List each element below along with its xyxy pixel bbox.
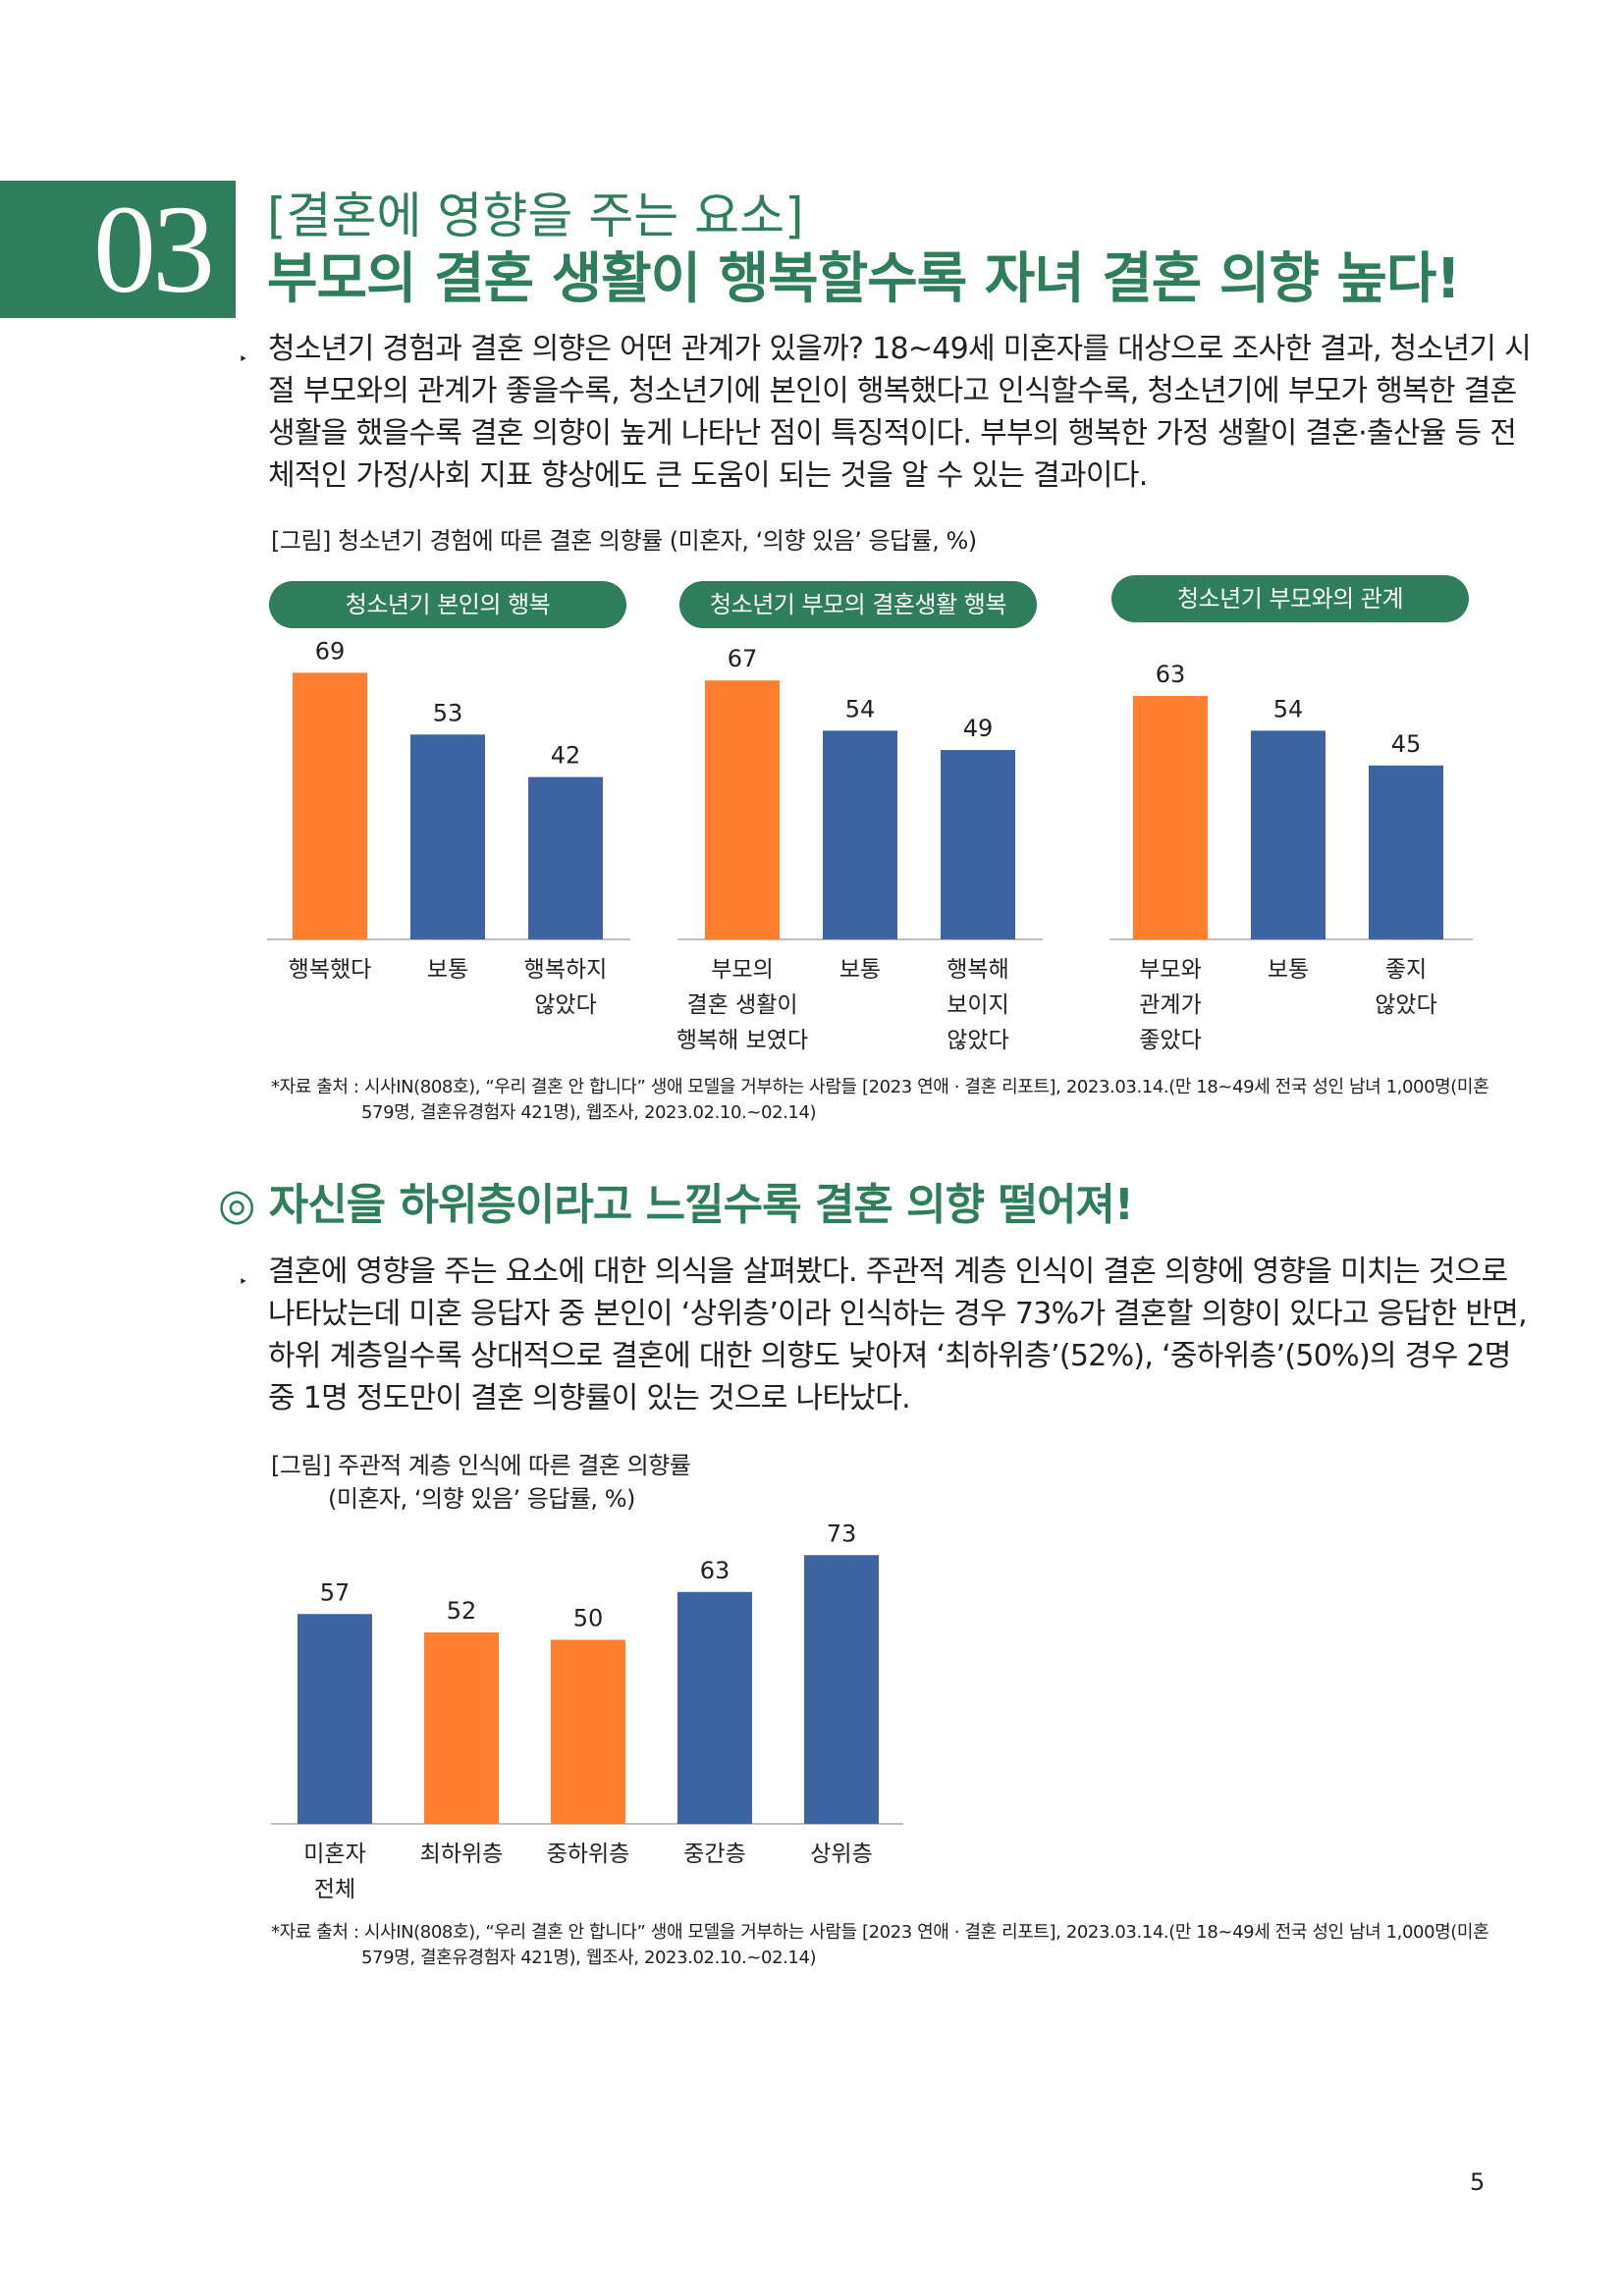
category-label: 중하위층 [547, 1842, 630, 1867]
category-label: 않았다 [947, 1028, 1008, 1053]
category-label: 부모의 [711, 957, 773, 983]
chart3-title-pill: 청소년기 부모와의 관계 [1111, 575, 1469, 622]
bar [1251, 730, 1325, 939]
bar [424, 1632, 499, 1824]
source-note: *자료 출처 : 시사IN(808호), “우리 결혼 안 합니다” 생애 모델… [271, 1920, 1489, 1971]
bar [298, 1614, 372, 1824]
intro-line: 청소년기 경험과 결혼 의향은 어떤 관계가 있을까? 18~49세 미혼자를 … [268, 332, 1532, 366]
bar [941, 750, 1015, 939]
section2-paragraph: ‣ 결혼에 영향을 주는 요소에 대한 의식을 살펴봤다. 주관적 계층 인식이… [239, 1251, 1528, 1419]
category-label: 행복했다 [289, 957, 372, 983]
source-note: *자료 출처 : 시사IN(808호), “우리 결혼 안 합니다” 생애 모델… [271, 1075, 1489, 1126]
category-label: 부모와 [1139, 957, 1201, 983]
figure2-caption: [그림] 주관적 계층 인식에 따른 결혼 의향률 (미혼자, ‘의향 있음’ … [271, 1449, 691, 1516]
source-line: *자료 출처 : 시사IN(808호), “우리 결혼 안 합니다” 생애 모델… [271, 1077, 1489, 1097]
category-label: 미혼자 [303, 1842, 365, 1867]
bar [410, 734, 485, 939]
data-label: 54 [1273, 695, 1304, 722]
bar [528, 776, 603, 939]
chart1-title-pill: 청소년기 본인의 행복 [269, 581, 626, 628]
data-label: 54 [845, 695, 876, 722]
category-label: 행복해 보였다 [677, 1028, 808, 1053]
data-label: 49 [963, 715, 994, 742]
figure1-caption: [그림] 청소년기 경험에 따른 결혼 의향률 (미혼자, ‘의향 있음’ 응답… [271, 527, 977, 555]
category-label: 행복하지 [524, 957, 608, 983]
bullet-icon: ‣ [239, 1272, 247, 1291]
bar [705, 680, 780, 939]
chart2-title-pill: 청소년기 부모의 결혼생활 행복 [679, 581, 1037, 628]
data-label: 73 [827, 1520, 857, 1547]
section2-line: 나타났는데 미혼 응답자 중 본인이 ‘상위층’이라 인식하는 경우 73%가 … [268, 1297, 1528, 1331]
data-label: 53 [433, 699, 463, 726]
bar [804, 1555, 879, 1824]
category-label: 보통 [1268, 957, 1309, 983]
category-label: 않았다 [534, 992, 596, 1018]
figure2-caption-line2: (미혼자, ‘의향 있음’ 응답률, %) [328, 1485, 635, 1513]
category-label: 최하위층 [420, 1842, 504, 1867]
category-label: 전체 [314, 1877, 355, 1902]
data-label: 69 [315, 637, 346, 665]
category-label: 보통 [839, 957, 881, 983]
bar [677, 1591, 752, 1824]
data-label: 57 [320, 1578, 351, 1606]
data-label: 50 [573, 1605, 604, 1632]
bar [1369, 765, 1443, 939]
source-line: 579명, 결혼유경험자 421명), 웹조사, 2023.02.10.~02.… [361, 1948, 817, 1968]
source-line: 579명, 결혼유경험자 421명), 웹조사, 2023.02.10.~02.… [361, 1102, 817, 1123]
figure2-caption-line1: [그림] 주관적 계층 인식에 따른 결혼 의향률 [271, 1452, 691, 1479]
section2-heading: ◎ 자신을 하위층이라고 느낄수록 결혼 의향 떨어져! [218, 1180, 1134, 1230]
category-label: 관계가 [1139, 992, 1201, 1018]
category-label: 행복해 [947, 957, 1008, 983]
section-number: 03 [93, 180, 215, 319]
category-label: 결혼 생활이 [686, 992, 797, 1018]
bar [551, 1639, 625, 1824]
intro-line: 생활을 했을수록 결혼 의향이 높게 나타난 점이 특징적이다. 부부의 행복한… [268, 416, 1517, 451]
category-label: 좋았다 [1139, 1028, 1201, 1053]
data-label: 52 [447, 1597, 477, 1625]
section-heading: 부모의 결혼 생활이 행복할수록 자녀 결혼 의향 높다! [267, 247, 1461, 311]
intro-line: 체적인 가정/사회 지표 향상에도 큰 도움이 되는 것을 알 수 있는 결과이… [268, 458, 1148, 493]
data-label: 42 [551, 742, 581, 770]
intro-line: 절 부모와의 관계가 좋을수록, 청소년기에 본인이 행복했다고 인식할수록, … [268, 374, 1517, 408]
data-label: 45 [1391, 730, 1422, 758]
bar [293, 672, 367, 939]
section2-line: 중 1명 정도만이 결혼 의향률이 있는 것으로 나타났다. [268, 1381, 911, 1415]
category-label: 좋지 [1385, 957, 1427, 983]
category-label: 않았다 [1375, 992, 1436, 1018]
category-label: 보통 [427, 957, 468, 983]
page-number: 5 [1470, 2168, 1486, 2196]
section-subheading: [결혼에 영향을 주는 요소] [267, 187, 804, 244]
section2-line: 하위 계층일수록 상대적으로 결혼에 대한 의향도 낮아져 ‘최하위층’(52%… [268, 1339, 1511, 1373]
bullet-icon: ‣ [239, 349, 247, 368]
bar [823, 730, 897, 939]
category-label: 보이지 [947, 992, 1008, 1018]
category-label: 중간층 [683, 1842, 745, 1867]
bar [1133, 695, 1208, 939]
data-label: 67 [728, 645, 758, 672]
data-label: 63 [700, 1557, 730, 1584]
category-label: 상위층 [810, 1842, 872, 1867]
section-number-block [0, 181, 236, 318]
source-line: *자료 출처 : 시사IN(808호), “우리 결혼 안 합니다” 생애 모델… [271, 1922, 1489, 1943]
section2-line: 결혼에 영향을 주는 요소에 대한 의식을 살펴봤다. 주관적 계층 인식이 결… [268, 1255, 1508, 1289]
intro-paragraph: ‣ 청소년기 경험과 결혼 의향은 어떤 관계가 있을까? 18~49세 미혼자… [239, 328, 1532, 497]
data-label: 63 [1156, 661, 1186, 688]
